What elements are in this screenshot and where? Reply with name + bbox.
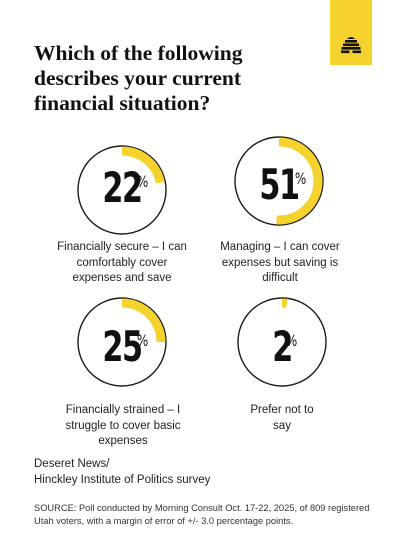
donut-2-graphic xyxy=(234,136,324,226)
donut-1-ring xyxy=(77,145,167,235)
donut-4-ring xyxy=(237,297,327,387)
source-outlet: Deseret News/ xyxy=(34,458,110,470)
donut-4-graphic xyxy=(237,297,327,387)
chart-title: Which of the following describes your cu… xyxy=(34,41,243,115)
source-survey: Hinckley Institute of Politics survey xyxy=(34,473,211,486)
donut-4-label: Prefer not to say xyxy=(250,404,314,432)
donut-4: 2 % xyxy=(234,294,330,390)
donut-3-graphic xyxy=(77,297,167,387)
donut-2-value: 51 xyxy=(259,160,300,209)
donut-2-unit: % xyxy=(294,169,307,188)
donut-3-arc xyxy=(121,298,166,343)
donut-1: 22 % xyxy=(74,142,170,238)
donut-2-label: Managing – I can cover expenses but savi… xyxy=(220,241,340,284)
donut-1-graphic xyxy=(77,145,167,235)
beehive-icon xyxy=(341,37,361,54)
donut-2: 51 % xyxy=(230,132,328,230)
donut-3-ring xyxy=(77,297,167,387)
donut-1-label: Financially secure – I can comfortably c… xyxy=(57,241,187,284)
donut-4-unit: % xyxy=(285,331,298,350)
donut-1-value: 22 xyxy=(102,163,143,212)
donut-4-value: 2 xyxy=(272,322,293,371)
donut-1-arc xyxy=(121,146,165,184)
donut-2-ring xyxy=(234,136,324,226)
donut-3-unit: % xyxy=(136,331,149,350)
donut-2-arc xyxy=(276,137,323,225)
logo xyxy=(330,0,372,65)
donut-3-value: 25 xyxy=(102,322,143,371)
source-attribution: Deseret News/ Hinckley Institute of Poli… xyxy=(34,457,210,488)
donut-3: 25 % xyxy=(74,294,170,390)
source-note: SOURCE: Poll conducted by Morning Consul… xyxy=(34,503,370,526)
donut-1-unit: % xyxy=(136,172,149,191)
donut-3-label: Financially strained – I struggle to cov… xyxy=(65,404,181,447)
